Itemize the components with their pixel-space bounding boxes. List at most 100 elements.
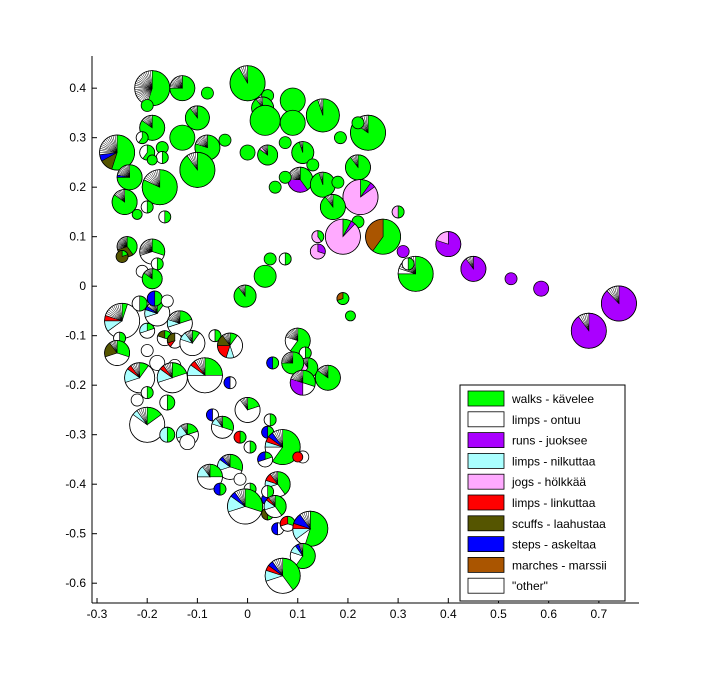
pie-marker <box>229 65 266 102</box>
pie-outline <box>99 134 136 171</box>
pie-fan-line <box>266 145 268 156</box>
pie-fan-line <box>201 136 208 148</box>
pie-marker <box>278 136 292 150</box>
legend-label: limps - ontuu <box>512 413 581 427</box>
pie-outline <box>570 312 607 349</box>
pie-fan-line <box>164 364 173 378</box>
pie-marker <box>233 472 247 486</box>
x-tick-label: -0.3 <box>87 607 108 621</box>
pie-slice <box>278 170 292 184</box>
pie-fan-line <box>203 465 211 477</box>
pie-fan-line <box>280 429 283 448</box>
pie-fan-line <box>612 287 620 304</box>
pie-fan-line <box>147 174 160 188</box>
legend-item: limps - linkuttaa <box>467 494 596 511</box>
legend-label: marches - marssii <box>512 558 607 572</box>
pie-fan-line <box>208 464 211 477</box>
pie-marker <box>134 70 171 107</box>
pie-fan-line <box>170 84 183 89</box>
pie-outline <box>141 268 163 290</box>
pie-fan-line <box>172 79 183 89</box>
y-tick-label: -0.5 <box>65 527 86 541</box>
pie-marker <box>186 357 223 394</box>
pie-fan-line <box>198 358 206 376</box>
pie-marker <box>141 169 178 206</box>
pie-fan-line <box>205 135 208 148</box>
pie-marker <box>311 230 325 244</box>
pie-marker <box>223 376 237 390</box>
pie-fan-line <box>172 313 181 324</box>
x-tick-label: 0 <box>244 607 251 621</box>
pie-fan-line <box>286 335 298 341</box>
pie-fan-line <box>272 472 278 485</box>
pie-fan-line <box>178 310 181 324</box>
pie-outline <box>223 376 237 390</box>
pie-marker <box>104 302 141 339</box>
pie-outline <box>305 98 340 133</box>
pie-marker <box>268 180 282 194</box>
pie-outline <box>291 141 315 164</box>
pie-outline <box>263 495 287 518</box>
pie-marker <box>391 205 405 219</box>
x-tick-label: -0.2 <box>137 607 158 621</box>
pie-fan-line <box>413 256 416 274</box>
pie-marker <box>253 264 277 288</box>
pie-marker <box>570 312 607 349</box>
pie-fan-line <box>113 340 118 354</box>
legend-item: steps - askeltaa <box>467 536 596 552</box>
pie-fan-line <box>242 66 248 84</box>
pie-fan-line <box>173 312 181 324</box>
pie-fan-line <box>331 194 334 208</box>
pie-outline <box>169 75 196 102</box>
pie-fan-line <box>150 239 153 252</box>
pie-fan-line <box>150 115 153 128</box>
pie-marker <box>211 415 234 439</box>
pie-marker <box>116 164 143 191</box>
pie-marker <box>331 175 345 189</box>
pie-fan-line <box>136 79 153 89</box>
legend-swatch <box>467 515 505 532</box>
pie-outline <box>227 488 264 525</box>
pie-marker <box>365 218 402 255</box>
pie-slice <box>533 280 550 297</box>
pie-fan-line <box>303 512 311 529</box>
pie-marker <box>396 245 410 258</box>
pie-fan-line <box>321 172 324 185</box>
pie-marker <box>150 257 164 271</box>
pie-fan-line <box>155 170 160 188</box>
pie-fan-line <box>467 257 474 269</box>
pie-marker <box>239 144 256 161</box>
pie-fan-line <box>291 329 298 341</box>
legend-label: "other" <box>512 579 548 593</box>
pie-fan-line <box>220 416 223 428</box>
pie-fan-line <box>356 154 359 168</box>
pie-marker <box>533 280 550 297</box>
pie-fan-line <box>228 333 231 346</box>
pie-markers <box>99 65 637 594</box>
pie-fan-line <box>111 306 123 321</box>
pie-fan-line <box>273 495 276 507</box>
pie-fan-line <box>299 370 304 383</box>
pie-fan-line <box>110 136 118 153</box>
pie-outline <box>263 413 277 427</box>
pie-marker <box>129 406 166 443</box>
pie-marker <box>140 200 154 214</box>
pie-outline <box>141 169 178 206</box>
pie-outline <box>319 194 346 220</box>
axes: -0.3 -0.2 -0.1 0 0.1 0.2 0.3 0.4 0.5 0.6 0.7 0.4 0.3… <box>65 56 639 621</box>
pie-fan-line <box>610 287 620 304</box>
pie-fan-line <box>242 489 246 507</box>
pie-outline <box>257 451 274 468</box>
pie-outline <box>342 179 379 216</box>
pie-fan-line <box>584 313 590 331</box>
pie-slice <box>149 354 166 371</box>
pie-fan-line <box>100 146 118 153</box>
pie-fan-line <box>169 315 180 324</box>
pie-outline <box>179 151 216 188</box>
pie-fan-line <box>166 363 173 378</box>
pie-fan-line <box>135 363 140 378</box>
pie-fan-line <box>300 370 304 383</box>
pie-marker <box>140 99 154 112</box>
pie-fan-line <box>134 87 153 92</box>
